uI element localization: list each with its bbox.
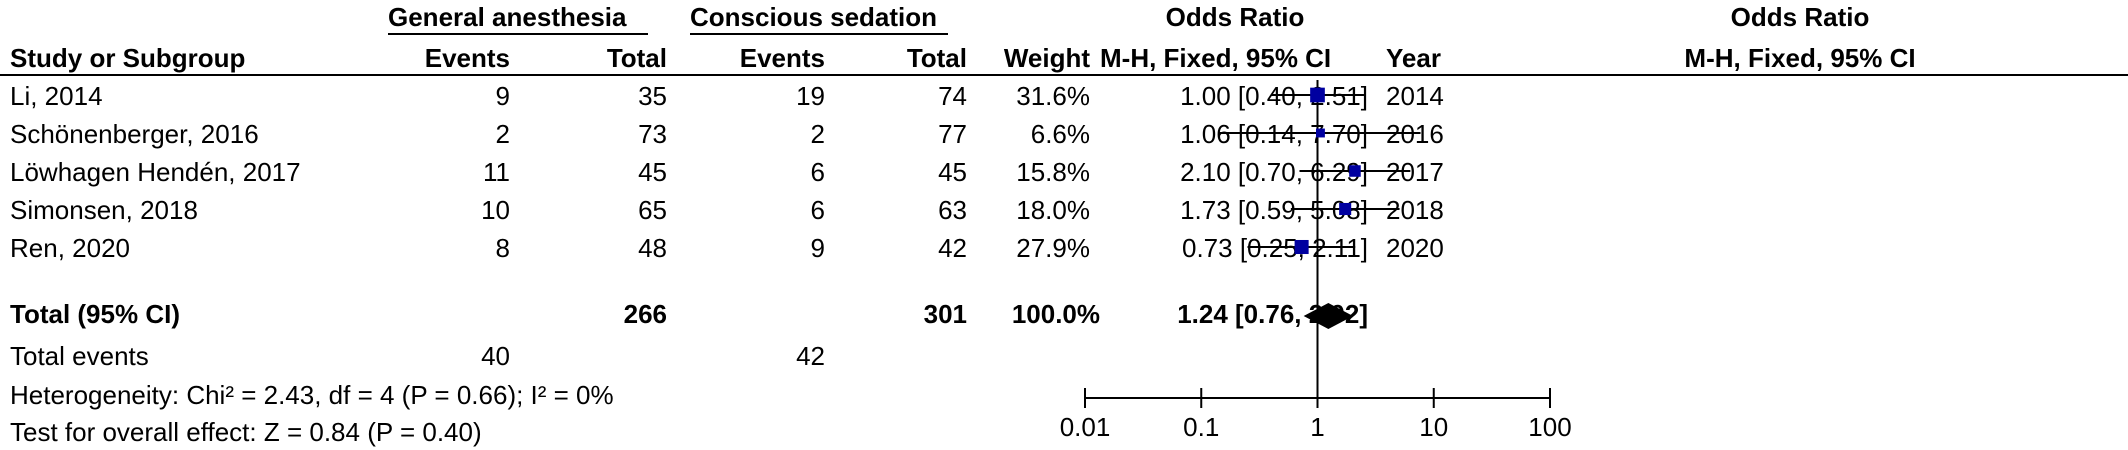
col-study: Study or Subgroup: [10, 43, 246, 73]
study-weight: 27.9%: [1016, 233, 1090, 263]
study-total2: 63: [938, 195, 967, 225]
study-events1: 8: [495, 233, 510, 263]
study-weight: 31.6%: [1016, 81, 1090, 111]
study-events2: 19: [796, 81, 825, 111]
study-weight: 18.0%: [1016, 195, 1090, 225]
total-label: Total (95% CI): [10, 299, 180, 329]
tick-label: 1: [1310, 412, 1324, 442]
study-marker: [1310, 87, 1325, 103]
study-total1: 35: [638, 81, 667, 111]
or-table-header: Odds Ratio: [1165, 2, 1305, 32]
study-events2: 6: [810, 195, 825, 225]
group2-underline: [690, 33, 948, 35]
study-marker: [1349, 165, 1361, 177]
col-method: M-H, Fixed, 95% CI: [1100, 43, 1332, 73]
study-name: Simonsen, 2018: [10, 195, 198, 225]
tick-label: 100: [1528, 412, 1571, 442]
study-weight: 6.6%: [1030, 119, 1090, 149]
col-events2: Events: [739, 43, 825, 73]
tick-label: 10: [1419, 412, 1448, 442]
group1-underline: [388, 33, 648, 35]
total-total1: 266: [623, 299, 667, 329]
study-name: Li, 2014: [10, 81, 103, 111]
study-weight: 15.8%: [1016, 157, 1090, 187]
events-events2: 42: [796, 341, 825, 371]
tick-label: 0.01: [1060, 412, 1111, 442]
study-marker: [1294, 239, 1309, 255]
col-total2: Total: [906, 43, 967, 73]
group2-header: Conscious sedation: [690, 2, 938, 32]
study-total2: 42: [938, 233, 967, 263]
study-year: 2014: [1386, 81, 1444, 111]
study-total2: 77: [938, 119, 967, 149]
events-label: Total events: [10, 341, 149, 371]
plot-method-header: M-H, Fixed, 95% CI: [1684, 43, 1916, 73]
total-weight: 100.0%: [1011, 299, 1100, 329]
col-weight: Weight: [1003, 43, 1090, 73]
study-total2: 74: [938, 81, 967, 111]
study-total1: 65: [638, 195, 667, 225]
study-events2: 9: [810, 233, 825, 263]
col-year: Year: [1386, 43, 1441, 73]
col-events1: Events: [424, 43, 510, 73]
study-total1: 45: [638, 157, 667, 187]
study-year: 2020: [1386, 233, 1444, 263]
total-total2: 301: [923, 299, 967, 329]
study-name: Löwhagen Hendén, 2017: [10, 157, 301, 187]
overall-effect-text: Test for overall effect: Z = 0.84 (P = 0…: [10, 417, 482, 447]
group1-header: General anesthesia: [388, 2, 627, 32]
tick-label: 0.1: [1183, 412, 1219, 442]
or-plot-header: Odds Ratio: [1730, 2, 1870, 32]
study-name: Schönenberger, 2016: [10, 119, 259, 149]
study-total2: 45: [938, 157, 967, 187]
study-events2: 2: [810, 119, 825, 149]
events-events1: 40: [481, 341, 510, 371]
study-marker: [1316, 128, 1325, 138]
study-events2: 6: [810, 157, 825, 187]
study-events1: 9: [495, 81, 510, 111]
study-events1: 10: [481, 195, 510, 225]
header-divider: [0, 74, 2128, 76]
heterogeneity-text: Heterogeneity: Chi² = 2.43, df = 4 (P = …: [10, 380, 614, 410]
study-name: Ren, 2020: [10, 233, 130, 263]
pooled-diamond: [1303, 303, 1353, 329]
col-total1: Total: [606, 43, 667, 73]
study-events1: 11: [483, 157, 510, 187]
study-marker: [1339, 202, 1352, 216]
study-total1: 48: [638, 233, 667, 263]
study-events1: 2: [495, 119, 510, 149]
study-total1: 73: [638, 119, 667, 149]
